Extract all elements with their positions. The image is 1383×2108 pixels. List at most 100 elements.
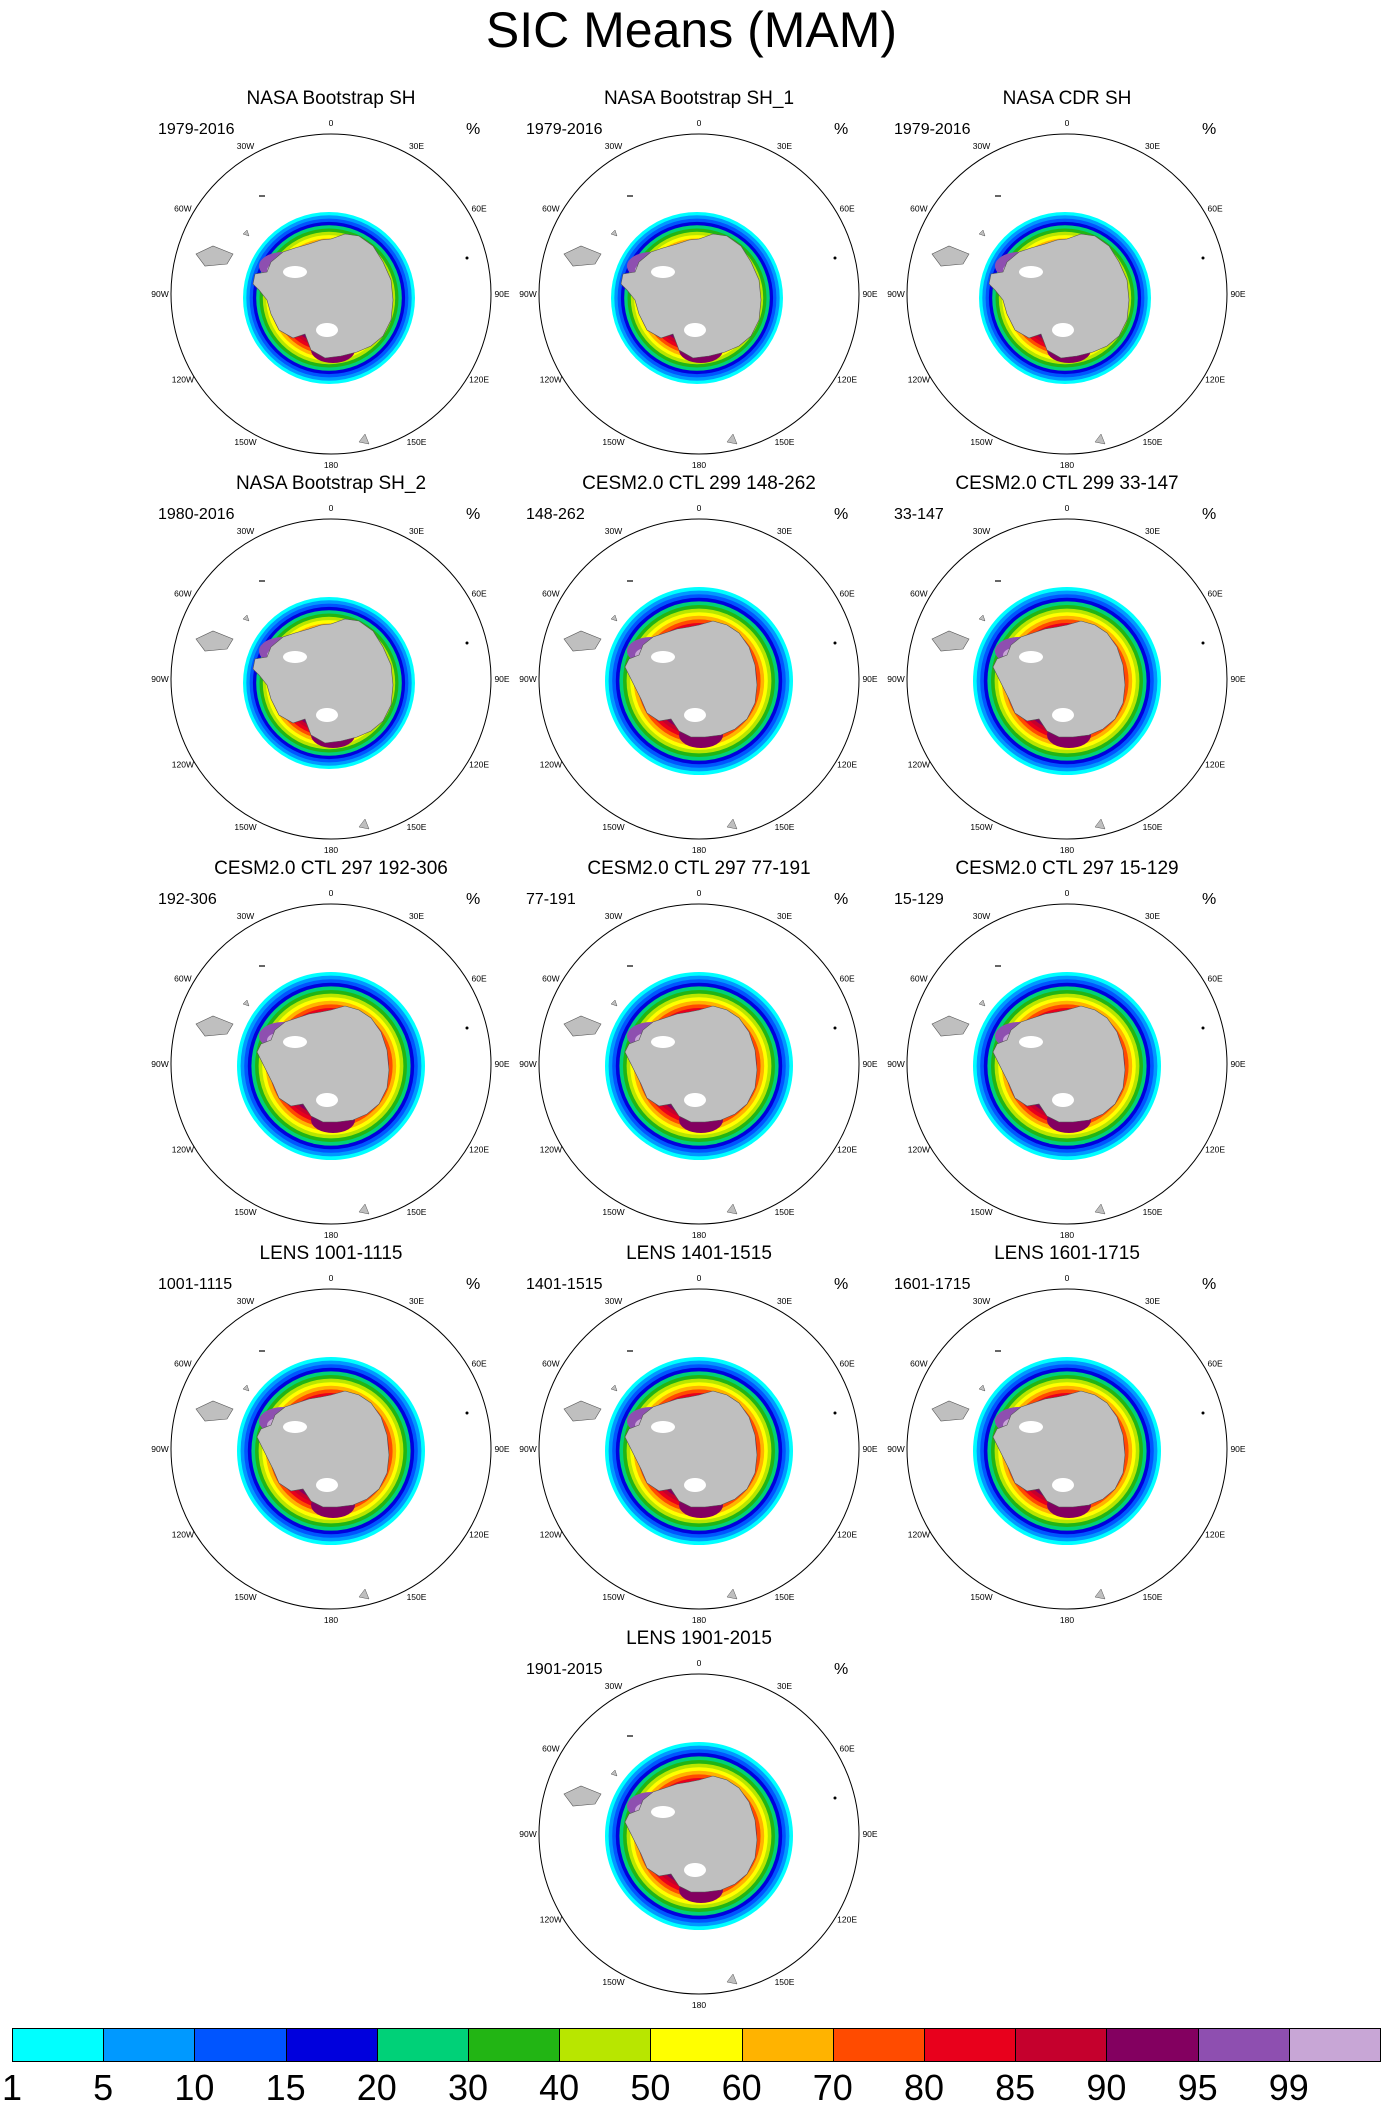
- falklands-land: [610, 999, 618, 1007]
- polar-map: 0 30E 60E 90E 120E 150E 180 150W 120W 90W 60W 30W: [519, 503, 878, 855]
- polar-map: 0 30E 60E 90E 120E 150E 180 150W 120W 90W 60W 30W: [519, 1658, 878, 2010]
- longitude-label: 0: [1065, 503, 1070, 513]
- longitude-label: 120E: [469, 1145, 489, 1155]
- longitude-label: 120E: [469, 375, 489, 385]
- longitude-label: 90E: [1230, 674, 1245, 684]
- longitude-label: 150E: [1143, 1207, 1163, 1217]
- polar-map: 0 30E 60E 90E 120E 150E 180 150W 120W 90W 60W 30W: [519, 118, 878, 470]
- new-zealand-land: [358, 1588, 370, 1600]
- longitude-label: 120E: [837, 760, 857, 770]
- ross-ice-shelf: [316, 323, 338, 337]
- panel-period: 15-129: [894, 891, 944, 908]
- longitude-label: 0: [329, 1273, 334, 1283]
- longitude-label: 60W: [910, 974, 927, 984]
- longitude-label: 120E: [469, 760, 489, 770]
- falklands-land: [978, 614, 986, 622]
- panel-unit-label: %: [1202, 1276, 1217, 1293]
- ronne-ice-shelf: [651, 1036, 675, 1048]
- ronne-ice-shelf: [283, 1036, 307, 1048]
- colorbar-tick-label: 20: [356, 2067, 397, 2108]
- longitude-label: 0: [697, 888, 702, 898]
- ronne-ice-shelf: [1019, 651, 1043, 663]
- longitude-label: 120E: [1205, 1145, 1225, 1155]
- panel-title: CESM2.0 CTL 299 148-262: [582, 473, 816, 494]
- falklands-land: [978, 229, 986, 237]
- colorbar-tick-label: 40: [539, 2067, 580, 2108]
- map-panel: CESM2.0 CTL 297 15-129 15-129% 0 30E 60E 90E 1…: [884, 858, 1250, 1243]
- longitude-label: 30E: [409, 911, 424, 921]
- colorbar-tick-label: 30: [447, 2067, 489, 2108]
- longitude-label: 90W: [519, 1059, 536, 1069]
- panel-title: LENS 1401-1515: [626, 1243, 772, 1264]
- polar-map: 0 30E 60E 90E 120E 150E 180 150W 120W 90W 60W 30W: [151, 503, 510, 855]
- longitude-label: 150E: [775, 437, 795, 447]
- longitude-label: 0: [1065, 118, 1070, 128]
- panel-unit-label: %: [466, 506, 481, 523]
- south-america-land: [563, 245, 602, 267]
- panel-title: CESM2.0 CTL 297 77-191: [587, 858, 811, 879]
- longitude-label: 60E: [840, 1359, 855, 1369]
- longitude-label: 30W: [973, 141, 990, 151]
- longitude-label: 90W: [519, 1444, 536, 1454]
- longitude-label: 60W: [542, 974, 559, 984]
- longitude-label: 30W: [605, 911, 622, 921]
- longitude-label: 150W: [970, 1207, 992, 1217]
- longitude-label: 90E: [862, 1829, 877, 1839]
- falklands-land: [978, 999, 986, 1007]
- longitude-label: 150E: [1143, 822, 1163, 832]
- longitude-label: 30E: [777, 141, 792, 151]
- longitude-label: 0: [329, 503, 334, 513]
- ross-ice-shelf: [1052, 323, 1074, 337]
- longitude-label: 90E: [1230, 1444, 1245, 1454]
- longitude-label: 120W: [908, 375, 930, 385]
- falklands-land: [610, 229, 618, 237]
- antarctica-land: [624, 1005, 758, 1123]
- ross-ice-shelf: [1052, 1478, 1074, 1492]
- longitude-label: 60W: [174, 589, 191, 599]
- bouvet-island: [465, 1026, 469, 1030]
- longitude-label: 150E: [1143, 1592, 1163, 1602]
- longitude-label: 30W: [605, 1681, 622, 1691]
- polar-map: 0 30E 60E 90E 120E 150E 180 150W 120W 90W 60W 30W: [151, 1273, 510, 1625]
- panel-title: NASA Bootstrap SH_1: [603, 88, 795, 109]
- ross-ice-shelf: [684, 1093, 706, 1107]
- longitude-label: 120W: [908, 1145, 930, 1155]
- longitude-label: 150E: [407, 1592, 427, 1602]
- longitude-label: 150W: [234, 822, 256, 832]
- falklands-land: [610, 614, 618, 622]
- longitude-label: 120E: [1205, 760, 1225, 770]
- longitude-label: 30W: [605, 1296, 622, 1306]
- panel-unit-label: %: [834, 891, 849, 908]
- longitude-label: 120E: [837, 1145, 857, 1155]
- colorbar-swatch: [650, 2028, 743, 2062]
- new-zealand-land: [726, 1588, 738, 1600]
- falklands-land: [610, 1384, 618, 1392]
- longitude-label: 120E: [837, 1530, 857, 1540]
- longitude-label: 120W: [172, 1530, 194, 1540]
- antarctica-land: [624, 1390, 758, 1508]
- longitude-label: 120W: [172, 375, 194, 385]
- longitude-label: 0: [697, 503, 702, 513]
- antarctica-land: [620, 233, 762, 359]
- longitude-label: 60W: [910, 204, 927, 214]
- panel-unit-label: %: [1202, 891, 1217, 908]
- longitude-label: 120W: [540, 1530, 562, 1540]
- longitude-label: 60E: [840, 974, 855, 984]
- colorbar-tick-label: 90: [1086, 2067, 1127, 2108]
- colorbar-swatch: [12, 2028, 105, 2062]
- longitude-label: 90W: [519, 1829, 536, 1839]
- longitude-label: 60W: [174, 1359, 191, 1369]
- longitude-label: 180: [324, 845, 338, 855]
- panel-unit-label: %: [466, 1276, 481, 1293]
- longitude-label: 90W: [887, 1444, 904, 1454]
- longitude-label: 90W: [887, 1059, 904, 1069]
- panel-period: 1979-2016: [894, 121, 971, 138]
- colorbar-tick-label: 60: [721, 2067, 762, 2108]
- longitude-label: 60W: [910, 589, 927, 599]
- longitude-label: 90W: [887, 289, 904, 299]
- longitude-label: 60E: [472, 204, 487, 214]
- panel-period: 33-147: [894, 506, 944, 523]
- new-zealand-land: [726, 1203, 738, 1215]
- south-america-land: [563, 1400, 602, 1422]
